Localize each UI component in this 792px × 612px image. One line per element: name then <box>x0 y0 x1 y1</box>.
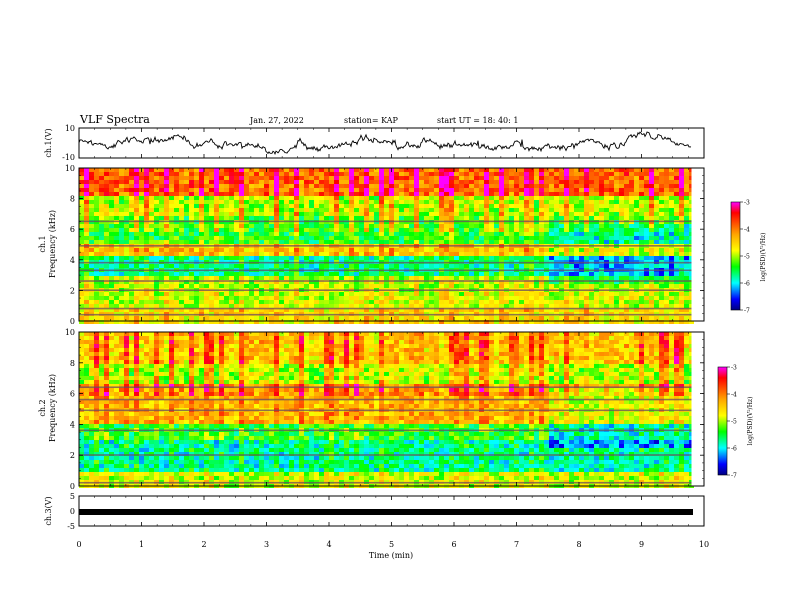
time-tick-8: 8 <box>576 540 581 549</box>
yticks-s1-label-0: 0 <box>70 317 75 326</box>
frequency-band-1 <box>79 307 692 310</box>
frequency-band-2 <box>79 429 692 432</box>
cb2-ticks-label-3: -6 <box>731 446 737 453</box>
yticks-s2-label-3: 6 <box>70 390 75 399</box>
frequency-band-3 <box>79 280 692 282</box>
yticks-s2-label-0: 0 <box>70 482 75 491</box>
time-tick-4: 4 <box>326 540 331 549</box>
frequency-band-1 <box>79 454 692 456</box>
time-tick-0: 0 <box>76 540 81 549</box>
cb2-ticks-label-2: -5 <box>731 419 737 426</box>
yticks-s2-label-5: 10 <box>65 328 75 337</box>
ch1-ytick-top: 10 <box>65 124 75 133</box>
cb1-ticks-label-0: -3 <box>744 200 750 207</box>
frequency-band-6 <box>79 245 692 247</box>
yticks-s1-label-5: 10 <box>65 164 75 173</box>
ch1-colorbar-label: log(PSD)(V²/Hz) <box>760 233 767 282</box>
ch3-waveform-trace <box>79 509 693 515</box>
cb2-ticks-label-4: -7 <box>731 473 737 480</box>
time-axis-label: Time (min) <box>369 551 413 560</box>
ch1-spectrogram-panel: 0 2 4 6 8 10 ch.1 Frequency (kHz) -3 -4 -5 -6 -7 … <box>38 164 767 326</box>
cb1-ticks-label-1: -4 <box>744 227 750 234</box>
time-tick-1: 1 <box>139 540 144 549</box>
yticks-s1-label-1: 2 <box>70 286 75 295</box>
ch2-spectrogram-panel: 0 2 4 6 8 10 ch.2 Frequency (kHz) -3 -4 -5 -6 -7 … <box>38 328 754 491</box>
yticks-s1-label-4: 8 <box>70 195 75 204</box>
frequency-band-5 <box>79 261 692 264</box>
ch1-ytick-bottom: -10 <box>62 153 75 162</box>
ch1-frequency-label: Frequency (kHz) <box>48 210 57 278</box>
frequency-band-0 <box>79 313 692 316</box>
time-tick-10: 10 <box>699 540 709 549</box>
ch2-spectrogram-image <box>79 332 704 488</box>
ch3-ytick-bottom: -5 <box>67 522 75 531</box>
ch1-waveform-xticks <box>78 128 705 158</box>
yticks-s2-label-2: 4 <box>70 420 75 429</box>
ch3-waveform-panel: 5 0 -5 ch.3(V) 0 1 2 3 4 5 6 7 8 9 10 Time (min) <box>44 492 709 560</box>
ch3-ytick-mid: 0 <box>70 507 75 516</box>
ch1-waveform-line <box>78 131 692 156</box>
ch3-ytick-top: 5 <box>70 492 75 501</box>
ch3-waveform-xticks <box>78 496 705 526</box>
yticks-s2-label-1: 2 <box>70 451 75 460</box>
ch3-ylabel: ch.3(V) <box>44 496 53 525</box>
frequency-band-4 <box>79 398 692 401</box>
frequency-band-0 <box>79 481 692 484</box>
ch1-colorbar: -3 -4 -5 -6 -7 log(PSD)(V²/Hz) <box>730 200 767 315</box>
frequency-band-2 <box>79 289 692 291</box>
ch2-colorbar: -3 -4 -5 -6 -7 log(PSD)(V²/Hz) <box>717 365 754 480</box>
ch1-channel-label: ch.1 <box>38 235 47 252</box>
time-tick-5: 5 <box>389 540 394 549</box>
ch2-spectrogram-xticks <box>78 332 705 486</box>
frequency-band-3 <box>79 409 692 412</box>
ch1-spectrogram-xticks <box>78 168 705 321</box>
yticks-s2-label-4: 8 <box>70 359 75 368</box>
ch2-channel-label: ch.2 <box>38 399 47 416</box>
ch1-spectrogram-image <box>79 168 704 324</box>
ch2-colorbar-label: log(PSD)(V²/Hz) <box>747 397 754 446</box>
time-tick-7: 7 <box>514 540 519 549</box>
ch1-waveform-panel: 10 -10 ch.1(V) <box>44 124 705 162</box>
time-tick-3: 3 <box>264 540 269 549</box>
time-tick-2: 2 <box>201 540 206 549</box>
time-tick-9: 9 <box>639 540 644 549</box>
ch1-ylabel: ch.1(V) <box>44 128 53 157</box>
cb1-ticks-label-3: -6 <box>744 281 750 288</box>
yticks-s1-label-3: 6 <box>70 225 75 234</box>
time-tick-labels: 0 1 2 3 4 5 6 7 8 9 10 <box>76 540 709 549</box>
time-tick-6: 6 <box>451 540 456 549</box>
ch2-frequency-label: Frequency (kHz) <box>48 374 57 442</box>
station-label: station= KAP <box>344 116 399 125</box>
cb2-ticks-label-1: -4 <box>731 392 737 399</box>
ch1-frequency-ticks: 0 2 4 6 8 10 <box>65 164 704 326</box>
frequency-band-5 <box>79 386 692 389</box>
date-label: Jan. 27, 2022 <box>249 116 304 125</box>
figure-title: VLF Spectra <box>79 113 150 126</box>
cb2-ticks-label-0: -3 <box>731 365 737 372</box>
start-time-label: start UT = 18: 40: 1 <box>437 116 518 125</box>
cb1-ticks-label-2: -5 <box>744 254 750 261</box>
frequency-band-4 <box>79 269 692 272</box>
frequency-band-7 <box>79 220 692 223</box>
yticks-s1-label-2: 4 <box>70 256 75 265</box>
cb1-ticks-label-4: -7 <box>744 308 750 315</box>
ch2-frequency-ticks: 0 2 4 6 8 10 <box>65 328 704 491</box>
